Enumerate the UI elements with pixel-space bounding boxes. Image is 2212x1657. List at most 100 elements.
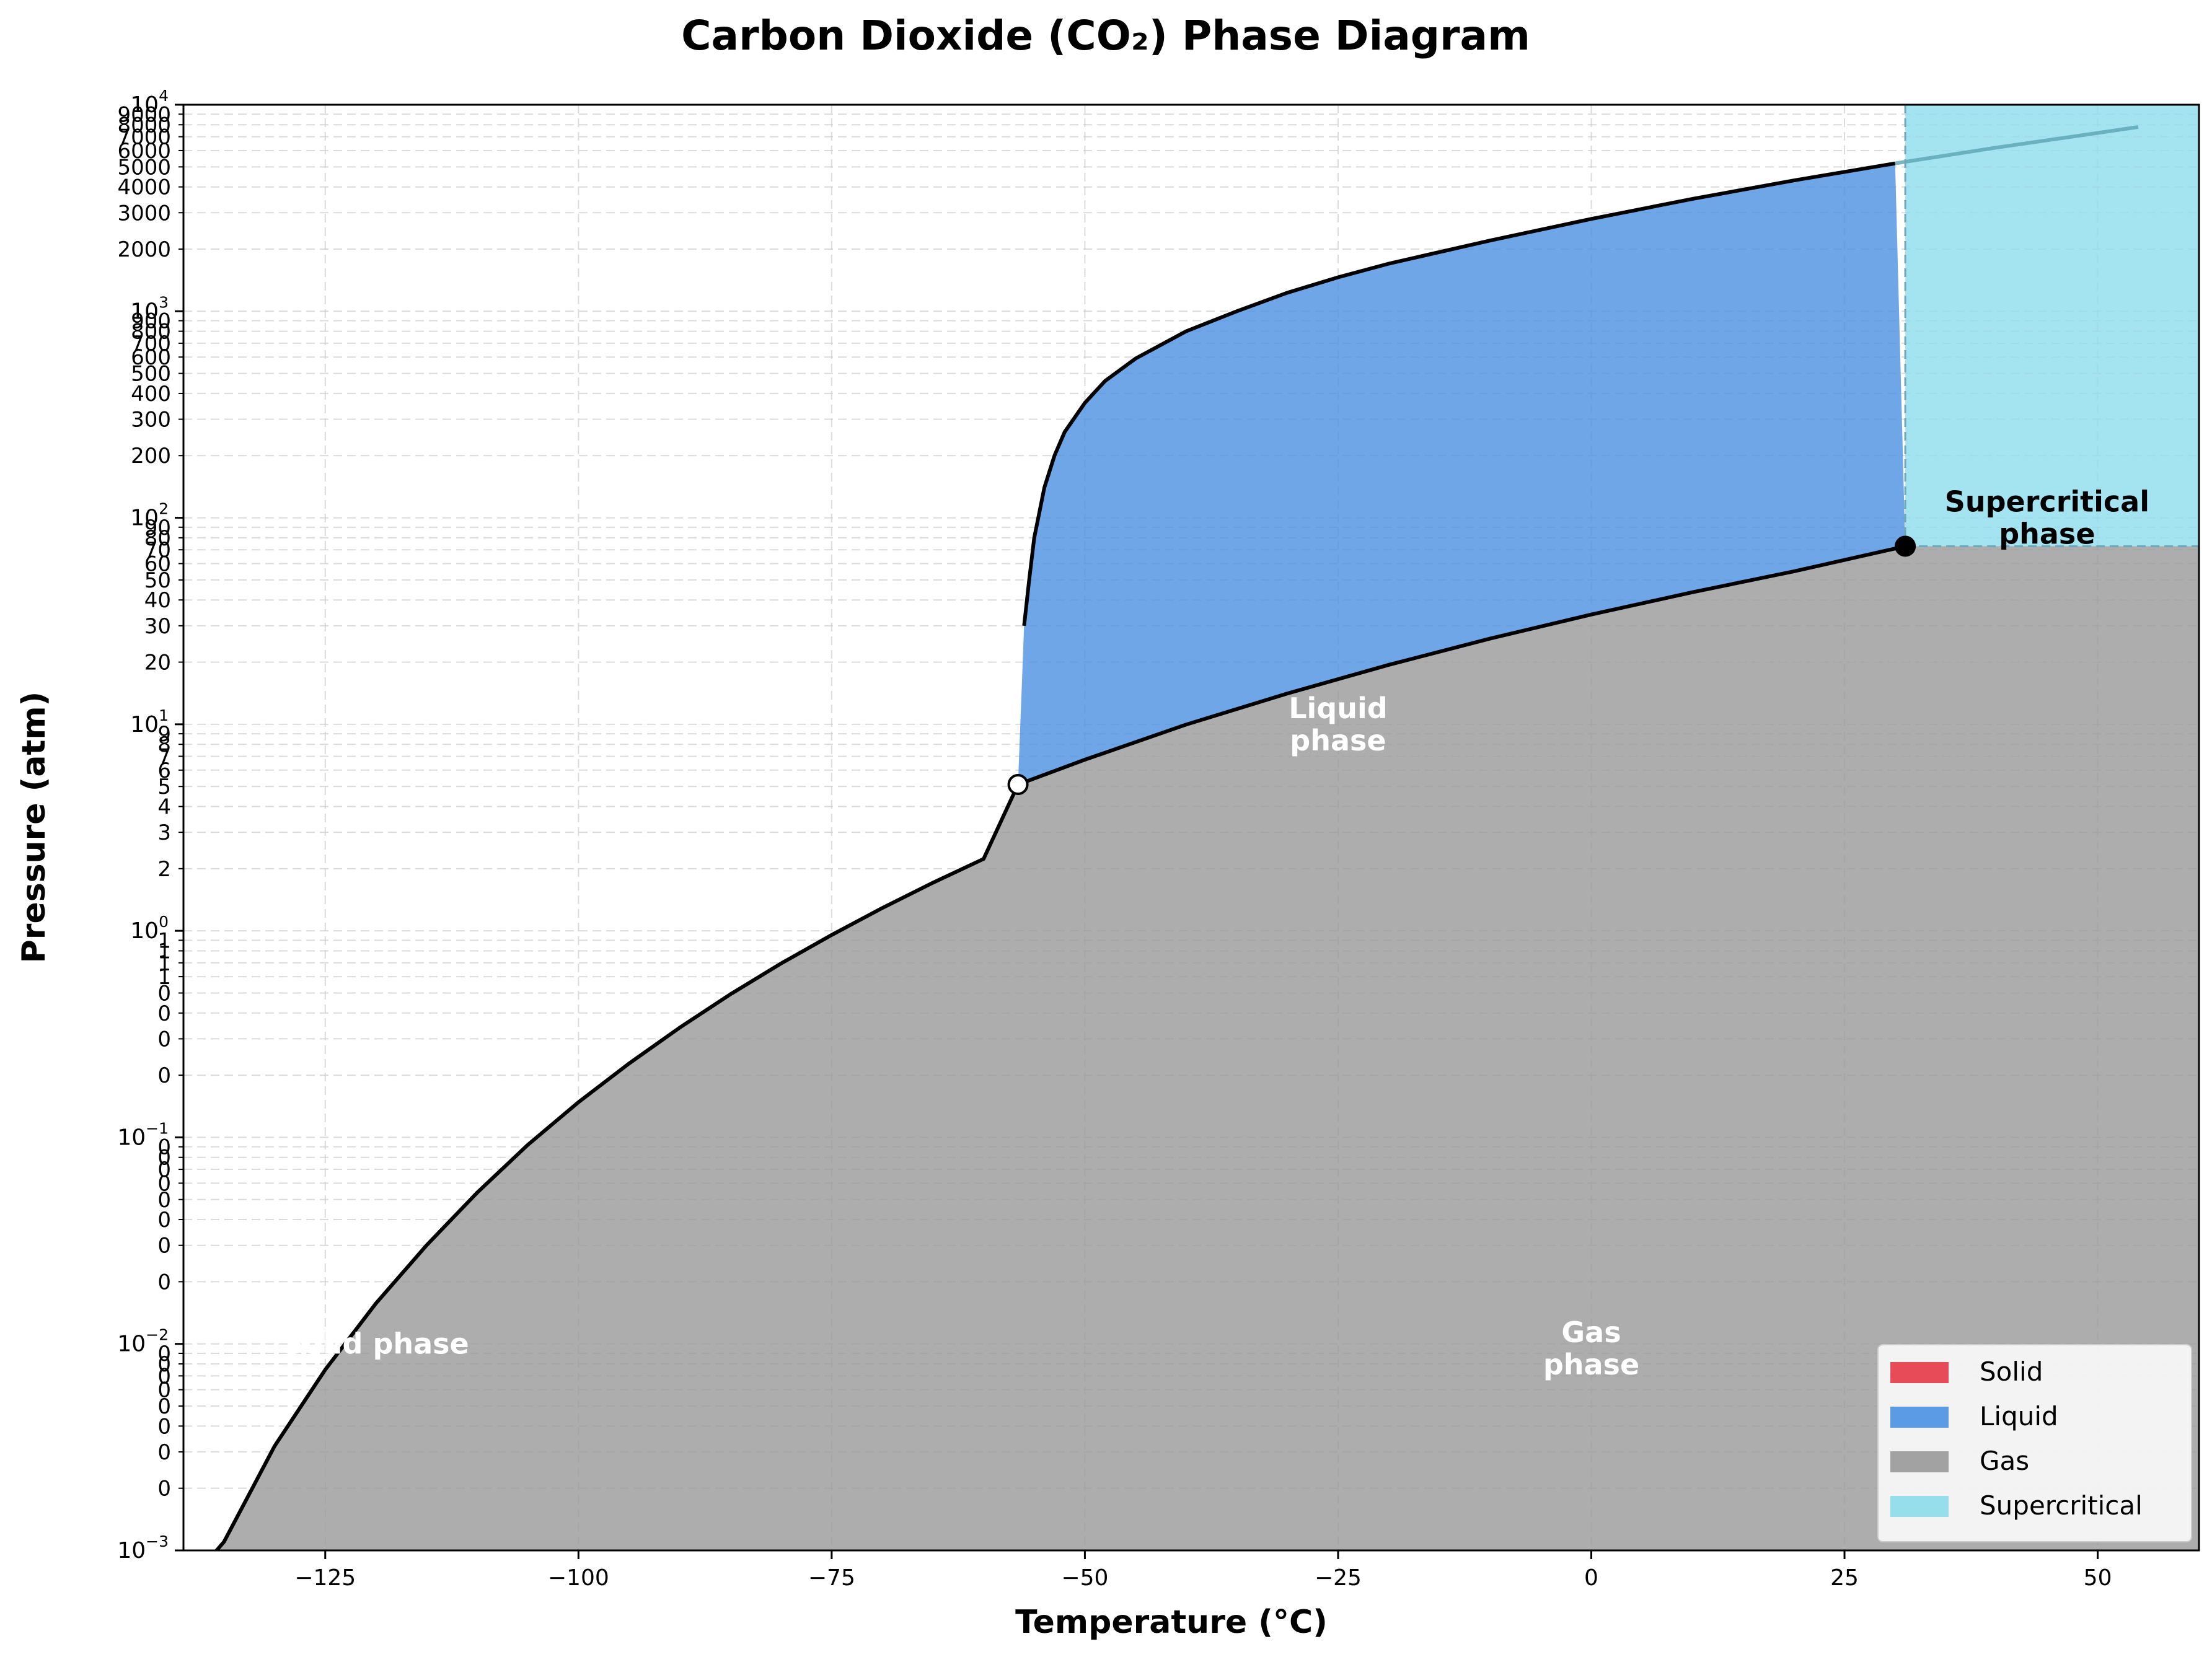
y-tick-exponent: 2	[159, 500, 169, 518]
phase-regions	[183, 105, 2199, 1550]
sublimation-vaporization-line	[214, 544, 1906, 1550]
y-minor-tick-label: 0	[157, 1364, 171, 1389]
y-minor-tick-label: 0	[157, 1414, 171, 1439]
x-tick-label: 25	[1830, 1565, 1859, 1591]
y-minor-tick-label: 8000	[117, 113, 171, 138]
y-minor-tick-label: 0	[157, 1208, 171, 1233]
y-minor-tick-label: 1	[157, 951, 171, 976]
y-minor-tick-label: 0	[157, 1378, 171, 1403]
y-major-tick-label: 10−1	[117, 1119, 169, 1150]
y-minor-tick-label: 40	[144, 588, 171, 613]
y-minor-tick-label: 300	[131, 408, 171, 433]
y-tick-base: 10	[130, 506, 159, 531]
y-minor-tick-label: 0	[157, 1171, 171, 1196]
y-minor-tick-label: 6000	[117, 139, 171, 164]
legend-swatch	[1890, 1496, 1949, 1517]
y-minor-tick-label: 8	[157, 732, 171, 757]
legend-swatch	[1890, 1407, 1949, 1428]
y-minor-tick-label: 0	[157, 1027, 171, 1052]
y-tick-exponent: −2	[146, 1326, 169, 1344]
y-minor-tick-label: 7	[157, 744, 171, 769]
y-tick-exponent: 0	[159, 913, 169, 931]
y-tick-base: 10	[117, 1538, 146, 1563]
y-minor-tick-label: 2000	[117, 237, 171, 262]
y-major-tick-label: 10−2	[117, 1326, 169, 1357]
y-minor-tick-label: 800	[131, 320, 171, 345]
liquid-region	[1018, 163, 1906, 785]
y-tick-exponent: −1	[146, 1119, 169, 1137]
y-minor-tick-label: 4000	[117, 175, 171, 200]
legend-label: Supercritical	[1980, 1490, 2143, 1521]
y-tick-base: 10	[117, 1125, 146, 1150]
y-axis-label: Pressure (atm)	[15, 692, 53, 964]
y-major-tick-label: 102	[130, 500, 169, 531]
y-minor-tick-label: 200	[131, 444, 171, 468]
phase-boundaries	[214, 105, 2199, 1550]
y-major-tick-label: 104	[130, 87, 169, 118]
phase-label-line: phase	[1290, 724, 1386, 757]
y-minor-tick-label: 70	[144, 538, 171, 563]
gas-region	[183, 546, 2199, 1550]
y-minor-tick-label: 0	[157, 1001, 171, 1026]
x-tick-label: 50	[2084, 1565, 2112, 1591]
y-minor-tick-label: 5000	[117, 155, 171, 180]
y-minor-tick-label: 400	[131, 382, 171, 407]
y-minor-tick-label: 700	[131, 332, 171, 356]
x-tick-label: 0	[1584, 1565, 1598, 1591]
y-tick-base: 10	[130, 92, 159, 118]
phase-label: Solid phase	[283, 1327, 469, 1361]
phase-label-line: Liquid	[1289, 692, 1387, 725]
y-minor-tick-label: 50	[144, 568, 171, 593]
y-tick-exponent: −3	[146, 1532, 169, 1550]
phase-label-line: phase	[1543, 1348, 1639, 1381]
y-minor-tick-label: 6	[157, 758, 171, 783]
y-minor-tick-label: 0	[157, 1234, 171, 1259]
y-minor-tick-label: 4	[157, 794, 171, 819]
y-minor-tick-label: 90	[144, 516, 171, 540]
y-minor-tick-label: 500	[131, 362, 171, 387]
x-tick-label: −25	[1315, 1565, 1362, 1591]
x-tick-label: −100	[548, 1565, 609, 1591]
y-minor-tick-label: 0	[157, 1352, 171, 1377]
y-minor-tick-label: 1	[157, 939, 171, 964]
y-tick-exponent: 3	[159, 293, 169, 311]
legend-label: Solid	[1980, 1356, 2043, 1387]
y-minor-tick-label: 30	[144, 614, 171, 639]
y-minor-tick-label: 1	[157, 965, 171, 990]
legend-swatch	[1890, 1451, 1949, 1472]
phase-label: Supercritical phase	[1945, 485, 2149, 551]
y-minor-tick-label: 0	[157, 1146, 171, 1171]
y-minor-tick-label: 900	[131, 309, 171, 334]
critical-point-marker	[1895, 535, 1916, 557]
y-minor-tick-label: 1	[157, 928, 171, 953]
supercritical-region	[1905, 105, 2199, 547]
phase-label: Liquid phase	[1289, 692, 1387, 757]
y-minor-tick-label: 600	[131, 345, 171, 370]
y-tick-base: 10	[130, 712, 159, 737]
y-minor-tick-label: 0	[157, 1342, 171, 1366]
legend-label: Liquid	[1980, 1401, 2058, 1431]
y-major-tick-label: 10−3	[117, 1532, 169, 1563]
y-minor-tick-label: 0	[157, 1063, 171, 1088]
y-minor-tick-label: 20	[144, 651, 171, 675]
legend-box	[1877, 1344, 2192, 1542]
y-minor-tick-label: 0	[157, 1158, 171, 1182]
x-axis-label: Temperature (°C)	[1015, 1604, 1328, 1641]
y-minor-tick-label: 0	[157, 981, 171, 1006]
y-tick-base: 10	[130, 299, 159, 324]
y-minor-tick-label: 0	[157, 1394, 171, 1419]
y-tick-exponent: 4	[159, 87, 169, 105]
y-minor-tick-label: 0	[157, 1477, 171, 1501]
legend-label: Gas	[1980, 1446, 2029, 1476]
y-minor-tick-label: 60	[144, 552, 171, 577]
y-minor-tick-label: 80	[144, 526, 171, 551]
y-minor-tick-label: 9	[157, 722, 171, 747]
y-minor-tick-label: 5	[157, 775, 171, 799]
melting-line-supercritical	[1895, 125, 2139, 165]
plot-frame	[182, 103, 2200, 1552]
phase-label-line: Solid phase	[283, 1327, 469, 1361]
triple-point-marker	[1007, 774, 1029, 796]
